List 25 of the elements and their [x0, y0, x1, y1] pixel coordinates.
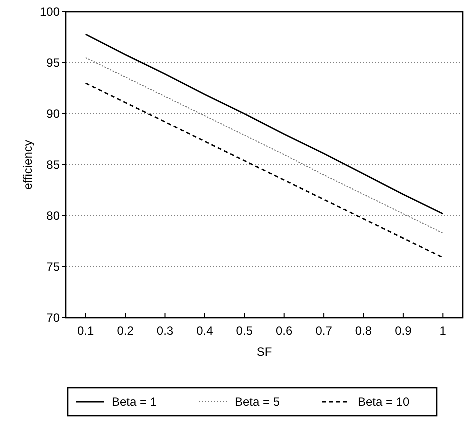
x-tick-label: 0.5: [236, 324, 254, 338]
x-tick-label: 0.2: [117, 324, 134, 338]
legend-label: Beta = 10: [358, 395, 410, 410]
y-tick-label: 80: [46, 209, 60, 224]
legend-label: Beta = 1: [112, 395, 158, 410]
y-tick-label: 70: [46, 311, 60, 326]
y-tick-label: 90: [46, 107, 60, 122]
line-series: [85, 82, 444, 259]
y-tick-label: 100: [40, 5, 60, 20]
x-tick-label: 0.9: [395, 324, 412, 338]
x-tick-label: 0.8: [355, 324, 372, 338]
x-tick-label: 1: [440, 324, 447, 338]
x-tick-label: 0.6: [276, 324, 294, 338]
legend-label: Beta = 5: [235, 395, 280, 410]
x-tick-label: 0.3: [156, 324, 174, 338]
y-axis-title: efficiency: [21, 140, 35, 190]
y-tick-label: 75: [46, 260, 60, 274]
x-tick-label: 0.4: [196, 324, 214, 338]
line-series: [85, 34, 444, 215]
y-tick-label: 85: [46, 158, 60, 172]
y-tick-label: 95: [46, 56, 60, 70]
x-axis-title: SF: [256, 345, 272, 359]
x-tick-label: 0.7: [316, 324, 333, 338]
x-tick-label: 0.1: [78, 324, 95, 338]
line-series: [85, 57, 444, 234]
